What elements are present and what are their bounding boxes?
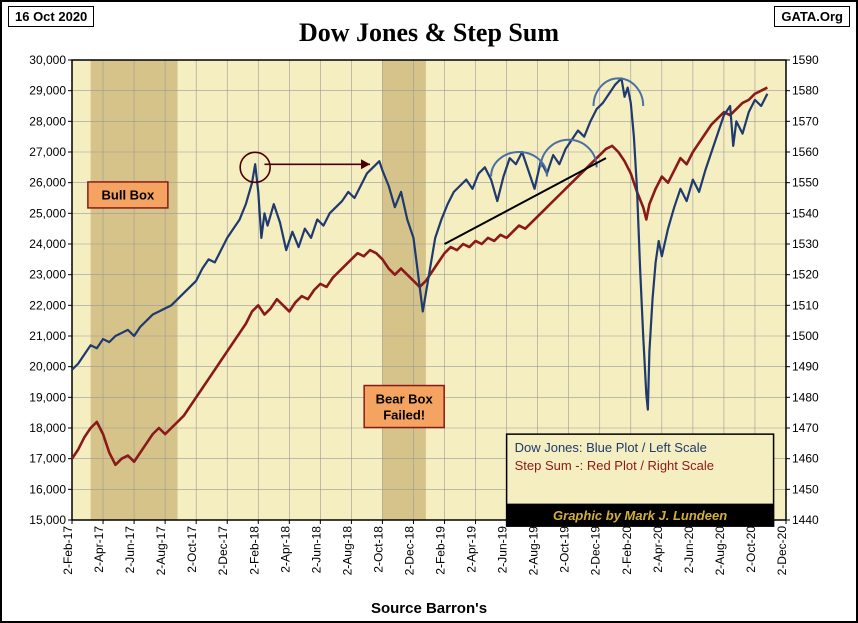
svg-text:2-Feb-18: 2-Feb-18: [247, 526, 261, 575]
svg-text:2-Aug-20: 2-Aug-20: [713, 526, 727, 576]
x-axis-source: Source Barron's: [0, 600, 858, 617]
svg-text:1530: 1530: [792, 237, 819, 251]
svg-text:Graphic by Mark J. Lundeen: Graphic by Mark J. Lundeen: [553, 508, 727, 523]
chart-frame: 16 Oct 2020 GATA.Org Dow Jones & Step Su…: [0, 0, 858, 623]
svg-text:17,000: 17,000: [29, 452, 66, 466]
svg-text:2-Dec-18: 2-Dec-18: [402, 526, 416, 576]
svg-text:24,000: 24,000: [29, 237, 66, 251]
svg-text:2-Dec-20: 2-Dec-20: [775, 526, 789, 576]
svg-text:2-Oct-17: 2-Oct-17: [185, 526, 199, 573]
svg-text:1450: 1450: [792, 482, 819, 496]
svg-text:30,000: 30,000: [29, 53, 66, 67]
svg-text:1510: 1510: [792, 298, 819, 312]
svg-text:26,000: 26,000: [29, 176, 66, 190]
svg-text:2-Feb-20: 2-Feb-20: [620, 526, 634, 575]
svg-text:1460: 1460: [792, 452, 819, 466]
svg-text:1570: 1570: [792, 114, 819, 128]
svg-text:2-Aug-17: 2-Aug-17: [154, 526, 168, 576]
svg-text:1490: 1490: [792, 360, 819, 374]
svg-text:16,000: 16,000: [29, 482, 66, 496]
svg-text:1500: 1500: [792, 329, 819, 343]
svg-text:Step Sum -: Red Plot / Right S: Step Sum -: Red Plot / Right Scale: [515, 458, 714, 473]
svg-text:27,000: 27,000: [29, 145, 66, 159]
svg-text:2-Aug-19: 2-Aug-19: [527, 526, 541, 576]
svg-text:1560: 1560: [792, 145, 819, 159]
svg-text:23,000: 23,000: [29, 268, 66, 282]
svg-text:2-Jun-18: 2-Jun-18: [309, 526, 323, 574]
svg-text:2-Apr-18: 2-Apr-18: [278, 526, 292, 573]
svg-text:29,000: 29,000: [29, 84, 66, 98]
svg-text:2-Oct-20: 2-Oct-20: [744, 526, 758, 573]
svg-text:1480: 1480: [792, 390, 819, 404]
svg-text:1520: 1520: [792, 268, 819, 282]
svg-text:21,000: 21,000: [29, 329, 66, 343]
svg-text:2-Jun-17: 2-Jun-17: [123, 526, 137, 574]
svg-text:2-Apr-19: 2-Apr-19: [465, 526, 479, 573]
svg-text:22,000: 22,000: [29, 298, 66, 312]
svg-text:28,000: 28,000: [29, 114, 66, 128]
svg-text:2-Apr-17: 2-Apr-17: [92, 526, 106, 573]
svg-text:20,000: 20,000: [29, 360, 66, 374]
svg-text:1550: 1550: [792, 176, 819, 190]
svg-text:2-Dec-19: 2-Dec-19: [589, 526, 603, 576]
svg-text:1470: 1470: [792, 421, 819, 435]
svg-text:2-Feb-17: 2-Feb-17: [61, 526, 75, 575]
svg-text:1590: 1590: [792, 53, 819, 67]
svg-text:1580: 1580: [792, 84, 819, 98]
svg-text:2-Aug-18: 2-Aug-18: [340, 526, 354, 576]
svg-text:2-Dec-17: 2-Dec-17: [216, 526, 230, 576]
svg-text:2-Jun-19: 2-Jun-19: [496, 526, 510, 574]
svg-text:2-Oct-18: 2-Oct-18: [371, 526, 385, 573]
svg-text:2-Feb-19: 2-Feb-19: [434, 526, 448, 575]
svg-text:Bear Box: Bear Box: [376, 391, 434, 406]
svg-text:2-Jun-20: 2-Jun-20: [682, 526, 696, 574]
svg-text:Bull Box: Bull Box: [102, 188, 155, 203]
svg-text:1440: 1440: [792, 513, 819, 527]
svg-text:18,000: 18,000: [29, 421, 66, 435]
svg-text:2-Apr-20: 2-Apr-20: [651, 526, 665, 573]
chart-svg: 15,000 16,000 17,000 18,000 19,000 20,000 21,0…: [0, 0, 858, 623]
svg-text:Failed!: Failed!: [383, 407, 425, 422]
svg-text:15,000: 15,000: [29, 513, 66, 527]
chart-title: Dow Jones & Step Sum: [0, 18, 858, 48]
svg-text:2-Oct-19: 2-Oct-19: [558, 526, 572, 573]
svg-text:Dow Jones: Blue Plot / Left Sc: Dow Jones: Blue Plot / Left Scale: [515, 440, 707, 455]
svg-text:19,000: 19,000: [29, 390, 66, 404]
svg-text:1540: 1540: [792, 206, 819, 220]
svg-text:25,000: 25,000: [29, 206, 66, 220]
